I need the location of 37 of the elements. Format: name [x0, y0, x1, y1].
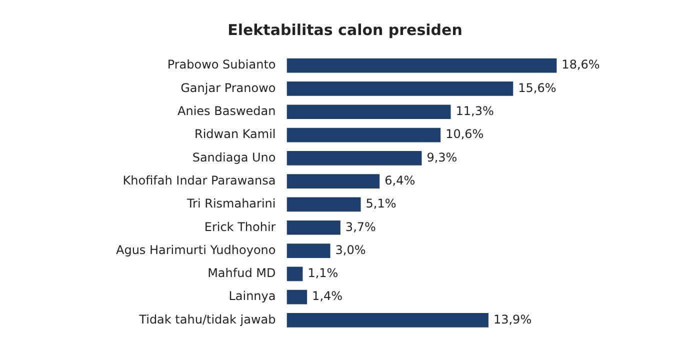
y-tick-label: Erick Thohir — [204, 220, 276, 234]
y-tick-label: Tidak tahu/tidak jawab — [138, 312, 276, 326]
data-label: 3,0% — [335, 242, 366, 257]
data-label: 5,1% — [366, 196, 396, 211]
data-label: 1,1% — [308, 266, 338, 280]
data-label: 9,3% — [426, 150, 458, 164]
y-tick-label: Tri Rismaharini — [186, 196, 276, 211]
bar — [286, 174, 380, 188]
y-tick-label: Prabowo Subianto — [167, 58, 276, 72]
bar — [286, 58, 557, 73]
y-tick-label: Lainnya — [228, 289, 276, 304]
data-label: 10,6% — [446, 127, 484, 142]
bar — [286, 197, 361, 212]
bar — [286, 128, 441, 142]
bar — [286, 151, 422, 166]
data-label: 18,6% — [562, 58, 600, 72]
y-tick-label: Sandiaga Uno — [192, 150, 276, 164]
data-label: 13,9% — [493, 312, 532, 326]
bar — [286, 82, 514, 96]
bar — [286, 220, 340, 235]
y-tick-label: Agus Harimurti Yudhoyono — [116, 242, 276, 257]
bar — [286, 266, 303, 282]
y-tick-label: Ridwan Kamil — [194, 127, 276, 142]
bar — [286, 313, 488, 328]
data-label: 1,4% — [312, 289, 343, 304]
y-tick-label: Khofifah Indar Parawansa — [122, 173, 276, 188]
data-label: 3,7% — [345, 220, 376, 234]
data-label: 6,4% — [384, 173, 416, 188]
bar — [286, 290, 308, 304]
y-tick-label: Anies Baswedan — [178, 104, 276, 118]
chart-title: Elektabilitas calon presiden — [228, 20, 462, 39]
y-tick-label: Ganjar Pranowo — [180, 80, 276, 95]
data-label: 15,6% — [518, 80, 556, 95]
bar — [286, 104, 451, 120]
data-label: 11,3% — [456, 104, 494, 118]
bar — [286, 244, 330, 258]
y-tick-label: Mahfud MD — [208, 266, 276, 280]
